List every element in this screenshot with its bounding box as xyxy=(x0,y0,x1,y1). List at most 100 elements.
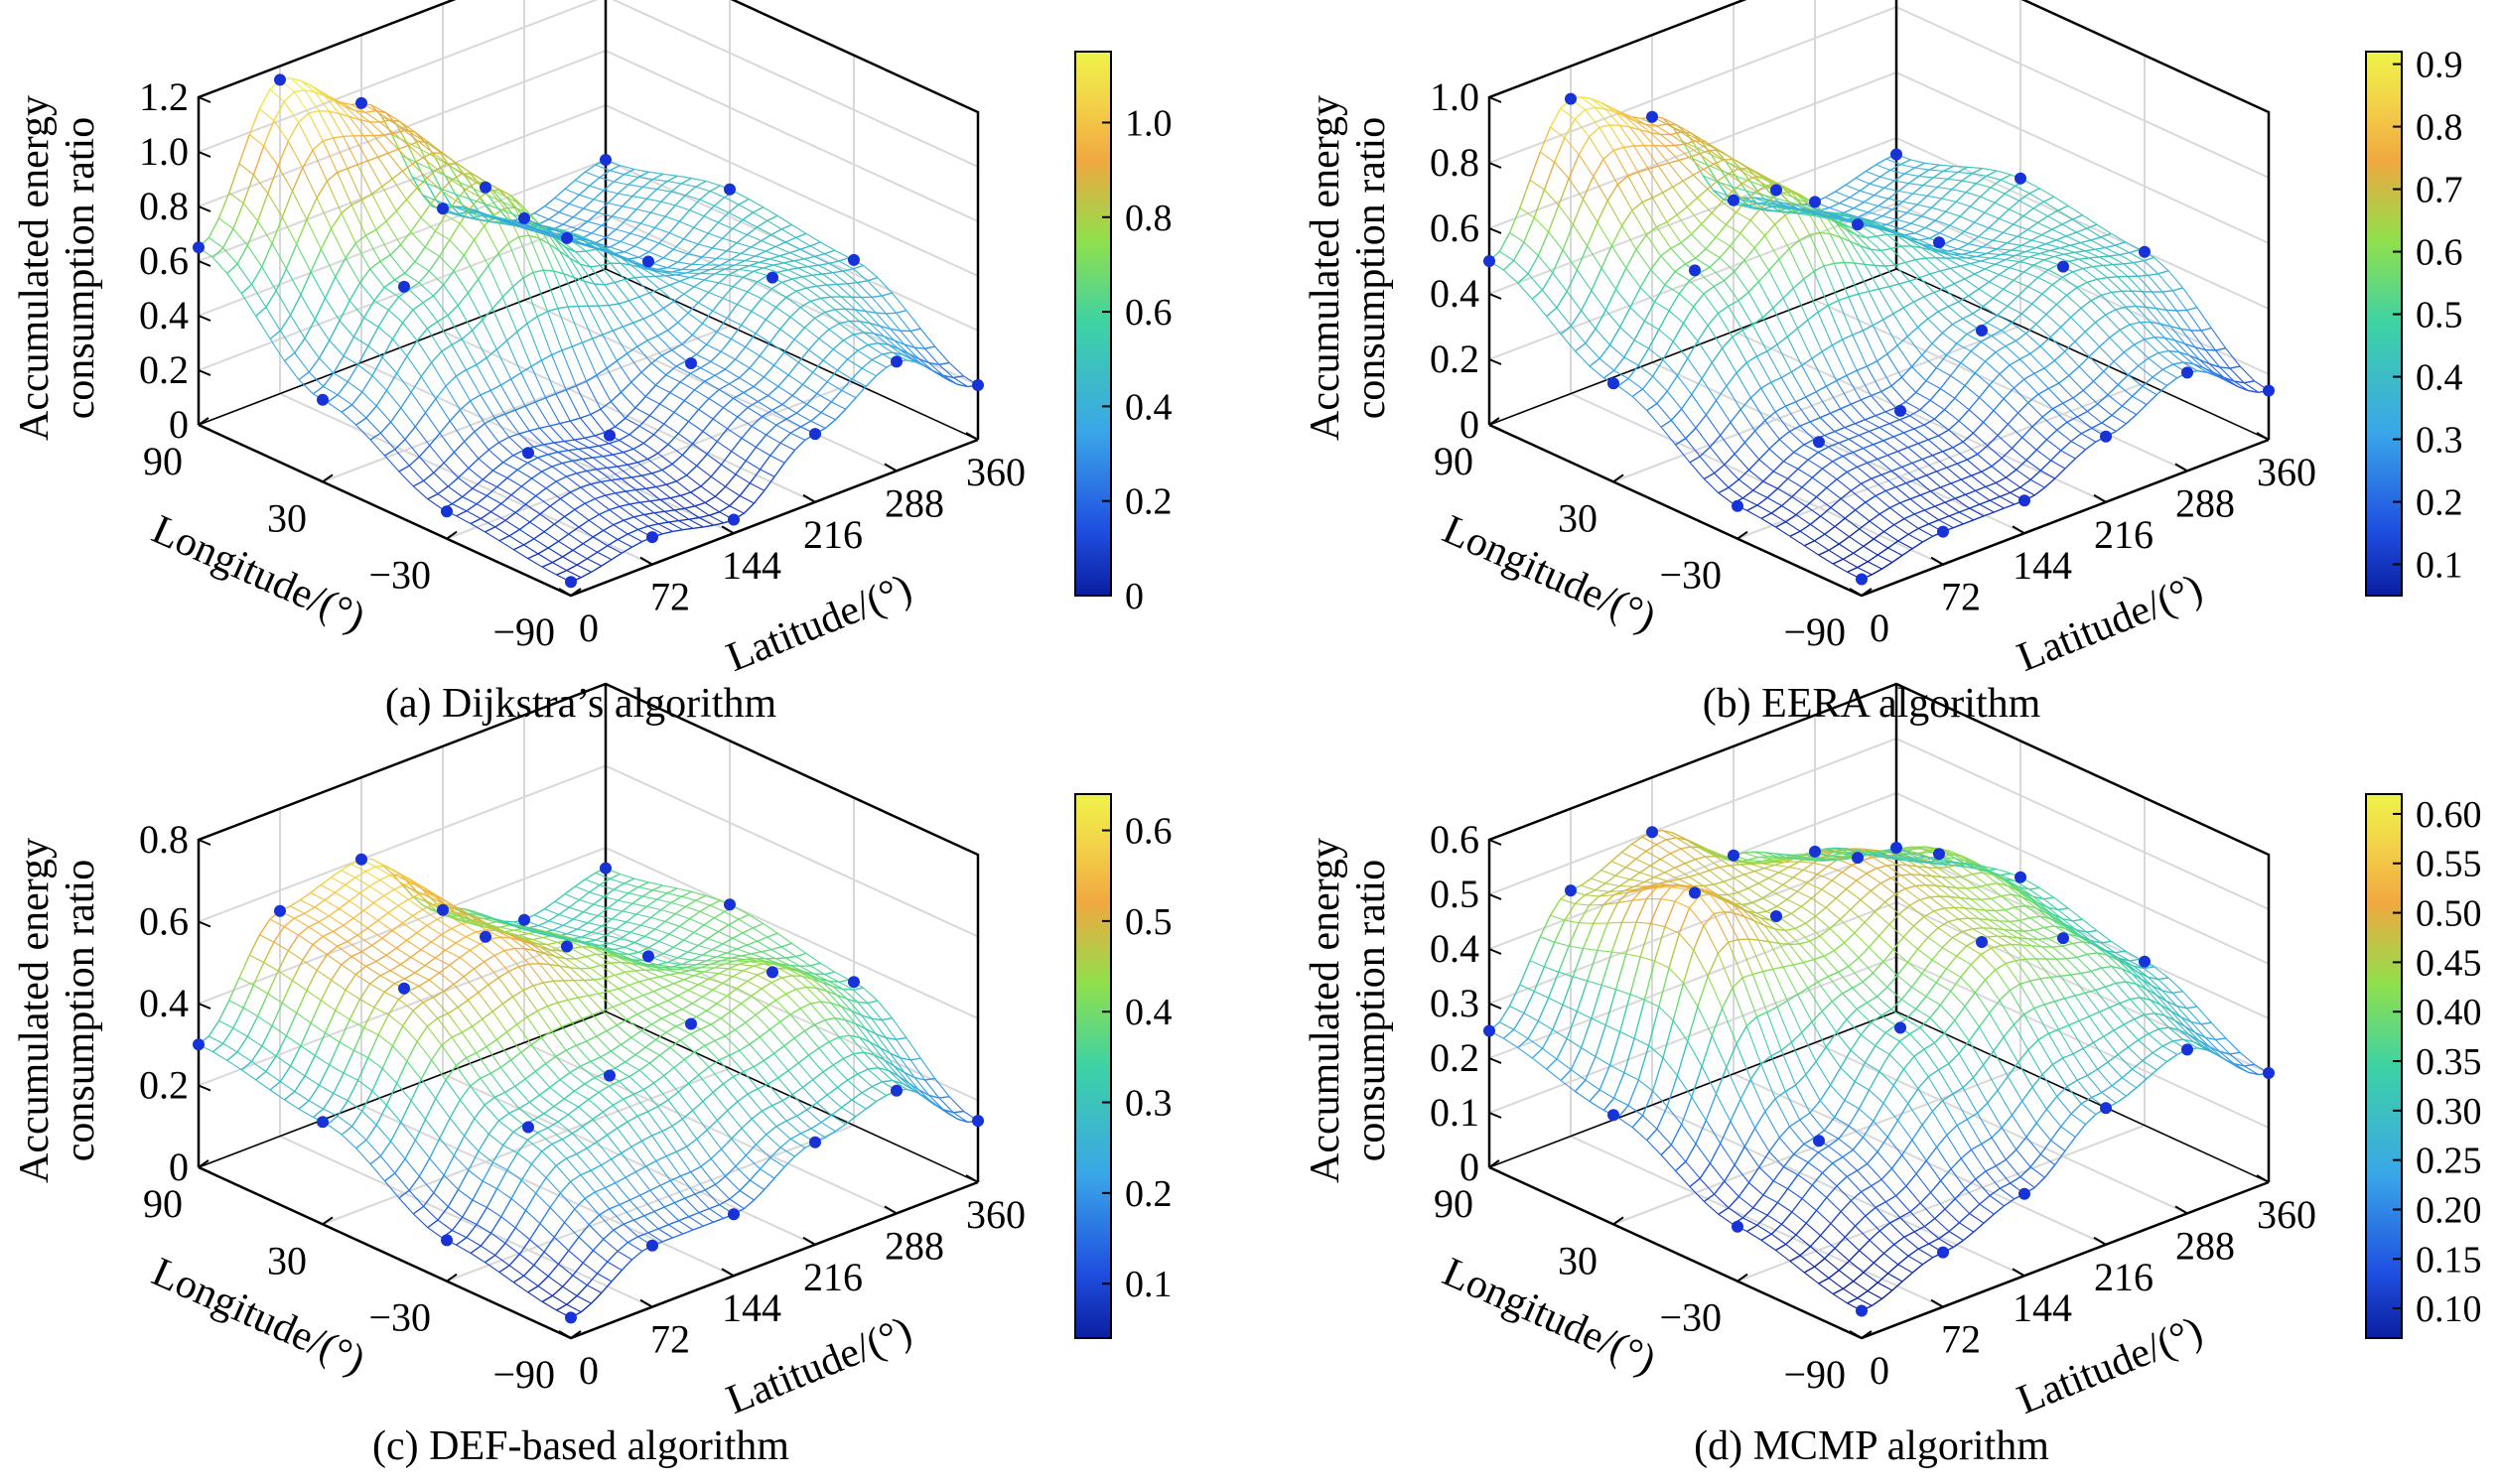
axis-floor-back-left xyxy=(1488,1011,1897,1168)
colorbar-tick-label: 0.3 xyxy=(2416,420,2463,462)
x-tick-label: 144 xyxy=(722,543,781,588)
data-point xyxy=(1856,1304,1868,1317)
data-point xyxy=(518,211,530,224)
z-tick-label: 0.2 xyxy=(1430,1035,1479,1080)
colorbar-tick-label: 0.4 xyxy=(2416,357,2463,399)
data-point xyxy=(1809,196,1821,208)
surface-mesh xyxy=(1488,96,2270,581)
colorbar-tick-label: 0.3 xyxy=(1125,1083,1173,1125)
z-tick-label: 1.2 xyxy=(139,74,189,119)
x-tick-label: 0 xyxy=(1870,606,1889,650)
z-tick-label: 0 xyxy=(1460,1145,1479,1189)
x-tick-label: 0 xyxy=(579,1348,599,1393)
y-tick-label: 30 xyxy=(1558,495,1598,540)
x-tick-label: 144 xyxy=(722,1285,781,1330)
axis-floor-back-right xyxy=(605,1011,979,1183)
axis-floor-back-right xyxy=(605,268,979,441)
y-tick-label: 90 xyxy=(1434,1181,1473,1226)
panel-1: 0 0.2 0.4 0.6 0.8 1.0 90 30 −30 −90 0 72 144 216 288 36… xyxy=(1303,0,2463,727)
data-point xyxy=(1689,886,1701,899)
y-tick-label: −90 xyxy=(1783,1352,1846,1397)
grid xyxy=(198,683,979,1339)
data-point xyxy=(1937,525,1949,538)
colorbar-tick-label: 0.35 xyxy=(2416,1041,2482,1083)
colorbar-tick-label: 0.2 xyxy=(2416,482,2463,524)
y-tick-label: −30 xyxy=(368,553,431,598)
data-point xyxy=(565,1311,577,1324)
data-point xyxy=(646,1239,658,1252)
data-point xyxy=(274,73,286,86)
x-tick-label: 72 xyxy=(650,575,690,619)
data-point xyxy=(1732,1220,1743,1233)
x-tick-label: 72 xyxy=(1941,1317,1981,1362)
data-point xyxy=(1770,910,1782,922)
data-point xyxy=(1607,377,1619,390)
colorbar-tick-label: 0.9 xyxy=(2416,45,2463,86)
data-point xyxy=(522,447,534,460)
z-tick-label: 0.6 xyxy=(1430,817,1479,862)
colorbar-tick-label: 0.4 xyxy=(1125,992,1173,1033)
data-points xyxy=(193,73,984,589)
data-point xyxy=(724,898,736,911)
data-point xyxy=(766,271,778,284)
data-point xyxy=(1894,404,1906,417)
colorbar-tick-label: 0.40 xyxy=(2416,992,2482,1033)
y-axis-label: Longitude/(°) xyxy=(1436,507,1662,641)
data-point xyxy=(1607,1109,1619,1122)
panel-2: 0 0.2 0.4 0.6 0.8 90 30 −30 −90 0 72 144 216 288 360 Ac… xyxy=(12,682,1173,1469)
colorbar xyxy=(2365,51,2403,597)
z-tick-label: 0.4 xyxy=(139,293,189,337)
data-point xyxy=(724,183,736,196)
data-point xyxy=(441,505,453,518)
z-tick-label: 0 xyxy=(169,1145,189,1189)
x-tick-label: 360 xyxy=(2257,450,2316,494)
data-point xyxy=(1483,255,1495,267)
data-point xyxy=(728,1208,740,1221)
data-point xyxy=(480,930,491,943)
x-tick-label: 0 xyxy=(1870,1348,1889,1393)
x-tick-label: 216 xyxy=(803,1255,863,1299)
data-point xyxy=(891,1084,903,1097)
data-point xyxy=(1852,218,1864,231)
data-point xyxy=(685,1017,697,1030)
data-point xyxy=(1890,148,1902,161)
y-tick-label: 90 xyxy=(1434,439,1473,483)
data-point xyxy=(2263,1067,2275,1079)
colorbar-tick-label: 0.45 xyxy=(2416,942,2482,984)
data-point xyxy=(565,576,577,589)
panel-caption: (a) Dijkstra’s algorithm xyxy=(385,681,777,727)
data-point xyxy=(518,913,530,926)
data-point xyxy=(2263,384,2275,397)
data-point xyxy=(646,531,658,544)
data-point xyxy=(2181,1043,2193,1056)
grid xyxy=(1488,0,2270,597)
colorbar-tick-label: 0.15 xyxy=(2416,1239,2482,1281)
data-point xyxy=(274,904,286,917)
colorbar-tick-label: 0.50 xyxy=(2416,893,2482,935)
y-tick-label: −90 xyxy=(492,1352,555,1397)
z-tick-label: 0.6 xyxy=(139,899,189,944)
z-tick-label: 1.0 xyxy=(139,129,189,174)
z-tick-label: 0.2 xyxy=(1430,337,1479,381)
colorbar-tick-label: 0.20 xyxy=(2416,1189,2482,1231)
colorbar-tick-label: 0.2 xyxy=(1125,1173,1173,1215)
data-point xyxy=(600,862,612,875)
y-axis-label: Longitude/(°) xyxy=(1436,1250,1662,1384)
data-point xyxy=(437,202,449,215)
data-point xyxy=(355,853,367,866)
data-point xyxy=(1732,499,1743,512)
data-point xyxy=(398,280,410,293)
z-tick-label: 0.6 xyxy=(1430,205,1479,250)
z-tick-label: 0.4 xyxy=(139,981,189,1025)
data-point xyxy=(1646,826,1658,839)
colorbar-tick-label: 0.8 xyxy=(1125,198,1173,239)
data-point xyxy=(1856,573,1868,586)
data-point xyxy=(604,429,616,442)
axis-box-back xyxy=(1487,0,2271,440)
z-axis-label: Accumulated energyconsumption ratio xyxy=(1303,95,1394,441)
data-point xyxy=(2018,494,2030,507)
z-tick-label: 0.4 xyxy=(1430,271,1479,316)
y-axis-label: Longitude/(°) xyxy=(145,1250,371,1384)
data-point xyxy=(1565,92,1577,105)
z-tick-label: 0 xyxy=(169,402,189,447)
